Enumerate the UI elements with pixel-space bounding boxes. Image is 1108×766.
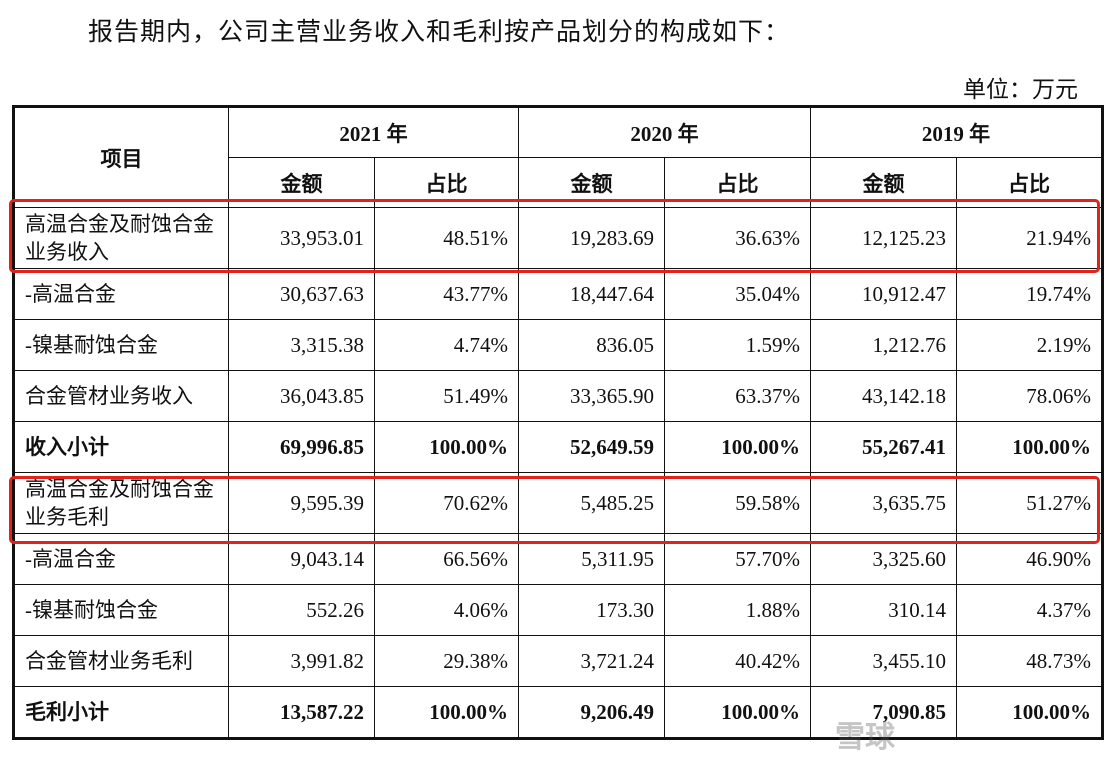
- table-row: 高温合金及耐蚀合金业务收入 33,953.01 48.51% 19,283.69 36.…: [13, 207, 1103, 269]
- amount-cell: 1,212.76: [810, 319, 957, 371]
- ratio-cell: 4.37%: [956, 584, 1103, 636]
- ratio-cell: 63.37%: [664, 370, 811, 422]
- ratio-cell: 1.59%: [664, 319, 811, 371]
- table-row: 毛利小计 13,587.22 100.00% 9,206.49 100.00% 7,090…: [13, 686, 1103, 739]
- table-row: 合金管材业务收入 36,043.85 51.49% 33,365.90 63.37% 43…: [13, 370, 1103, 422]
- amount-cell: 3,991.82: [228, 635, 375, 687]
- row-label: 收入小计: [13, 421, 229, 473]
- ratio-cell: 57.70%: [664, 533, 811, 585]
- amount-cell: 9,206.49: [518, 686, 665, 739]
- amount-cell: 9,043.14: [228, 533, 375, 585]
- table-row: -镍基耐蚀合金 3,315.38 4.74% 836.05 1.59% 1,212.76 2…: [13, 319, 1103, 371]
- ratio-cell: 59.58%: [664, 472, 811, 534]
- amount-cell: 3,635.75: [810, 472, 957, 534]
- ratio-cell: 51.27%: [956, 472, 1103, 534]
- ratio-cell: 70.62%: [374, 472, 519, 534]
- amount-cell: 33,953.01: [228, 207, 375, 269]
- ratio-cell: 100.00%: [956, 421, 1103, 473]
- row-label: 合金管材业务毛利: [13, 635, 229, 687]
- row-label: 高温合金及耐蚀合金业务收入: [13, 207, 229, 269]
- amount-cell: 3,721.24: [518, 635, 665, 687]
- ratio-cell: 1.88%: [664, 584, 811, 636]
- ratio-cell: 100.00%: [956, 686, 1103, 739]
- amount-cell: 836.05: [518, 319, 665, 371]
- header-amount: 金额: [518, 157, 665, 208]
- table-row: -镍基耐蚀合金 552.26 4.06% 173.30 1.88% 310.14 4.37%: [13, 584, 1103, 636]
- intro-text: 报告期内，公司主营业务收入和毛利按产品划分的构成如下：: [88, 19, 791, 46]
- table-row: 高温合金及耐蚀合金业务毛利 9,595.39 70.62% 5,485.25 59.58…: [13, 472, 1103, 534]
- ratio-cell: 51.49%: [374, 370, 519, 422]
- amount-cell: 33,365.90: [518, 370, 665, 422]
- table-row: 收入小计 69,996.85 100.00% 52,649.59 100.00% 55,2…: [13, 421, 1103, 473]
- ratio-cell: 40.42%: [664, 635, 811, 687]
- amount-cell: 552.26: [228, 584, 375, 636]
- ratio-cell: 66.56%: [374, 533, 519, 585]
- ratio-cell: 100.00%: [664, 686, 811, 739]
- row-label: -高温合金: [13, 268, 229, 320]
- amount-cell: 69,996.85: [228, 421, 375, 473]
- header-year: 2019 年: [810, 106, 1103, 158]
- amount-cell: 310.14: [810, 584, 957, 636]
- amount-cell: 7,090.85: [810, 686, 957, 739]
- amount-cell: 52,649.59: [518, 421, 665, 473]
- row-label: -镍基耐蚀合金: [13, 319, 229, 371]
- ratio-cell: 48.51%: [374, 207, 519, 269]
- watermark: 雪球: [835, 720, 895, 755]
- amount-cell: 12,125.23: [810, 207, 957, 269]
- ratio-cell: 78.06%: [956, 370, 1103, 422]
- table-row: 合金管材业务毛利 3,991.82 29.38% 3,721.24 40.42% 3,45…: [13, 635, 1103, 687]
- amount-cell: 36,043.85: [228, 370, 375, 422]
- amount-cell: 10,912.47: [810, 268, 957, 320]
- amount-cell: 3,315.38: [228, 319, 375, 371]
- amount-cell: 3,455.10: [810, 635, 957, 687]
- ratio-cell: 2.19%: [956, 319, 1103, 371]
- revenue-table: 项目 2021 年 2020 年 2019 年 金额 占比 金额 占比 金额 占…: [12, 105, 1104, 740]
- ratio-cell: 43.77%: [374, 268, 519, 320]
- header-year: 2020 年: [518, 106, 811, 158]
- amount-cell: 173.30: [518, 584, 665, 636]
- ratio-cell: 100.00%: [374, 421, 519, 473]
- header-ratio: 占比: [664, 157, 811, 208]
- row-label: 合金管材业务收入: [13, 370, 229, 422]
- amount-cell: 5,485.25: [518, 472, 665, 534]
- header-amount: 金额: [228, 157, 375, 208]
- ratio-cell: 35.04%: [664, 268, 811, 320]
- ratio-cell: 100.00%: [374, 686, 519, 739]
- amount-cell: 18,447.64: [518, 268, 665, 320]
- amount-cell: 5,311.95: [518, 533, 665, 585]
- header-item: 项目: [13, 106, 229, 208]
- row-label: -镍基耐蚀合金: [13, 584, 229, 636]
- ratio-cell: 4.06%: [374, 584, 519, 636]
- ratio-cell: 21.94%: [956, 207, 1103, 269]
- table-row: -高温合金 9,043.14 66.56% 5,311.95 57.70% 3,325.6…: [13, 533, 1103, 585]
- row-label: -高温合金: [13, 533, 229, 585]
- ratio-cell: 29.38%: [374, 635, 519, 687]
- amount-cell: 55,267.41: [810, 421, 957, 473]
- header-year: 2021 年: [228, 106, 519, 158]
- ratio-cell: 48.73%: [956, 635, 1103, 687]
- row-label: 毛利小计: [13, 686, 229, 739]
- amount-cell: 19,283.69: [518, 207, 665, 269]
- table-row: -高温合金 30,637.63 43.77% 18,447.64 35.04% 10,91…: [13, 268, 1103, 320]
- amount-cell: 43,142.18: [810, 370, 957, 422]
- ratio-cell: 19.74%: [956, 268, 1103, 320]
- amount-cell: 30,637.63: [228, 268, 375, 320]
- amount-cell: 9,595.39: [228, 472, 375, 534]
- ratio-cell: 46.90%: [956, 533, 1103, 585]
- ratio-cell: 100.00%: [664, 421, 811, 473]
- amount-cell: 13,587.22: [228, 686, 375, 739]
- ratio-cell: 4.74%: [374, 319, 519, 371]
- ratio-cell: 36.63%: [664, 207, 811, 269]
- amount-cell: 3,325.60: [810, 533, 957, 585]
- header-ratio: 占比: [374, 157, 519, 208]
- header-ratio: 占比: [956, 157, 1103, 208]
- unit-label: 单位：万元: [963, 77, 1078, 102]
- header-amount: 金额: [810, 157, 957, 208]
- row-label: 高温合金及耐蚀合金业务毛利: [13, 472, 229, 534]
